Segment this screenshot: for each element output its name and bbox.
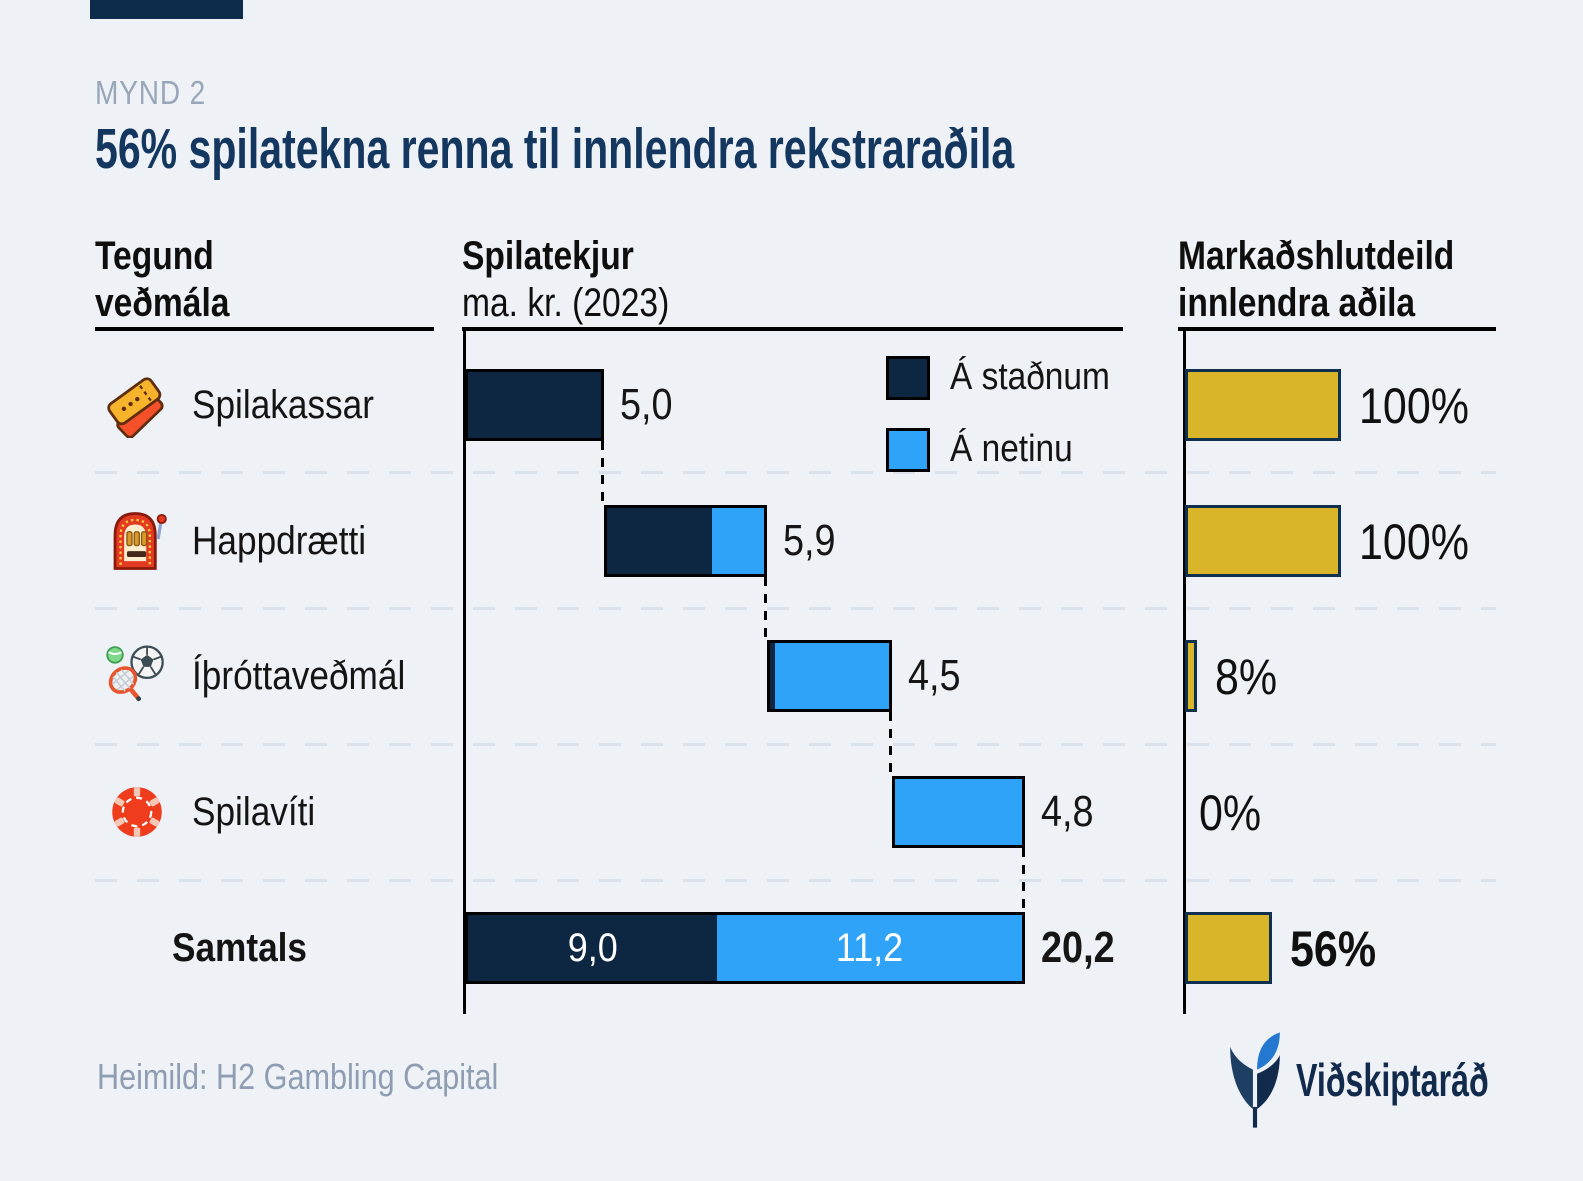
- column-header-share-line1: Markaðshlutdeild: [1178, 234, 1455, 278]
- row-separator: [95, 743, 1496, 746]
- logo-text: Viðskiptaráð: [1296, 1054, 1489, 1106]
- share-bar-ithrottavedmal: [1185, 640, 1198, 712]
- source-note: Heimild: H2 Gambling Capital: [97, 1056, 499, 1097]
- row-label: Happdrætti: [192, 518, 367, 563]
- vidskiptarad-logo-icon: [1230, 1032, 1280, 1128]
- bar-segment-online: [712, 508, 764, 574]
- slot-machine-icon: [113, 512, 167, 570]
- bar-value-total: 20,2: [1040, 923, 1115, 972]
- revenue-bar-happdraetti: [603, 505, 767, 577]
- share-axis-line: [1183, 331, 1186, 1014]
- legend-swatch-online: [886, 428, 930, 472]
- share-label: 0%: [1199, 785, 1262, 841]
- share-bar-happdraetti: [1185, 505, 1341, 577]
- tickets-icon: [107, 377, 164, 438]
- bar-segment-online: [775, 643, 888, 709]
- row-head-spilaviti: Spilavíti: [104, 779, 332, 845]
- row-separator: [95, 607, 1496, 610]
- share-bar-spilakassar: [1185, 369, 1341, 441]
- bar-segment-onsite: [468, 372, 601, 438]
- page-title: 56% spilatekna renna til innlendra rekst…: [95, 117, 1015, 181]
- bar-value: 5,9: [782, 516, 836, 565]
- column-header-revenue: Spilatekjur ma. kr. (2023): [462, 233, 669, 327]
- row-label: Spilavíti: [192, 789, 316, 834]
- row-separator: [95, 471, 1496, 474]
- bar-segment-onsite: [769, 643, 776, 709]
- waterfall-connector: [600, 441, 604, 505]
- row-label-total: Samtals: [172, 925, 308, 970]
- share-label: 8%: [1215, 649, 1278, 705]
- waterfall-connector: [1021, 848, 1025, 912]
- header-underline-revenue: [462, 327, 1123, 331]
- row-separator: [95, 879, 1496, 882]
- column-header-revenue-line1: Spilatekjur: [462, 234, 634, 278]
- share-label-total: 56%: [1290, 921, 1377, 977]
- bar-segment-value-online: 11,2: [835, 925, 904, 970]
- bar-segment-online: 11,2: [717, 915, 1021, 981]
- bar-value: 4,8: [1040, 787, 1094, 836]
- brand-bar: [90, 0, 243, 19]
- column-header-type: Tegund veðmála: [95, 233, 229, 327]
- row-head-ithrottavedmal: Íþróttaveðmál: [104, 643, 434, 709]
- bar-value: 4,5: [907, 651, 961, 700]
- column-header-share-line2: innlendra aðila: [1178, 281, 1416, 325]
- column-header-share: Markaðshlutdeild innlendra aðila: [1178, 233, 1454, 327]
- row-label: Íþróttaveðmál: [192, 653, 406, 698]
- bar-segment-online: [895, 779, 1022, 845]
- share-label: 100%: [1359, 378, 1469, 434]
- revenue-bar-spilaviti: [891, 776, 1025, 848]
- legend-label-online: Á netinu: [950, 428, 1073, 470]
- sports-icon: [106, 645, 164, 702]
- column-header-type-line1: Tegund: [95, 234, 214, 278]
- row-head-happdraetti: Happdrætti: [104, 508, 390, 574]
- revenue-axis-line: [463, 331, 466, 1014]
- casino-chip-icon: [112, 787, 162, 837]
- waterfall-connector: [888, 712, 892, 776]
- bar-segment-onsite: [606, 508, 712, 574]
- bar-value: 5,0: [619, 380, 673, 429]
- legend-swatch-onsite: [886, 356, 930, 400]
- header-underline-share: [1178, 327, 1496, 331]
- column-header-revenue-line2: ma. kr. (2023): [462, 281, 670, 325]
- revenue-bar-spilakassar: [465, 369, 604, 441]
- share-label: 100%: [1359, 514, 1469, 570]
- row-head-samtals: Samtals: [172, 915, 325, 981]
- header-underline-type: [95, 327, 434, 331]
- revenue-bar-ithrottavedmal: [766, 640, 892, 712]
- row-label: Spilakassar: [192, 382, 374, 427]
- column-header-type-line2: veðmála: [95, 281, 230, 325]
- bar-segment-onsite: 9,0: [468, 915, 718, 981]
- legend-label-onsite: Á staðnum: [950, 356, 1110, 398]
- revenue-bar-samtals: 9,0 11,2: [465, 912, 1025, 984]
- share-bar-samtals: [1185, 912, 1273, 984]
- figure-kicker: MYND 2: [95, 74, 207, 111]
- waterfall-connector: [763, 577, 767, 641]
- bar-segment-value-onsite: 9,0: [567, 925, 618, 970]
- row-head-spilakassar: Spilakassar: [104, 372, 399, 438]
